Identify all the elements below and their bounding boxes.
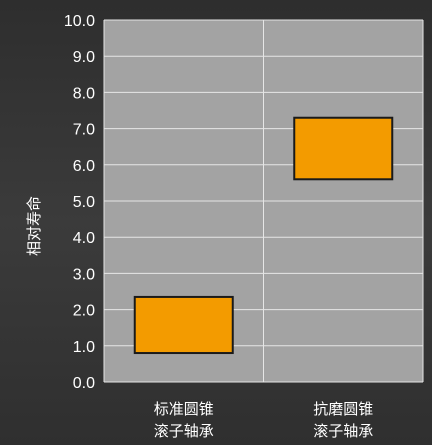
y-tick-label: 10.0	[64, 13, 95, 30]
x-category-label: 滚子轴承	[313, 422, 373, 440]
x-category-label: 标准圆锥	[154, 400, 214, 418]
range-bar	[293, 116, 394, 181]
y-axis-label: 相对寿命	[25, 196, 43, 256]
range-bar	[133, 295, 234, 355]
y-tick-label: 8.0	[73, 85, 95, 102]
y-tick-label: 6.0	[73, 158, 95, 175]
y-tick-label: 5.0	[73, 194, 95, 211]
y-tick-label: 9.0	[73, 49, 95, 66]
x-category-label: 抗磨圆锥	[313, 400, 373, 418]
y-tick-label: 2.0	[73, 303, 95, 320]
y-axis-ticks: 0.0 1.0 2.0 3.0 4.0 5.0 6.0 7.0 8.0 9.0 10.0	[64, 13, 95, 392]
x-category-label: 滚子轴承	[154, 422, 214, 440]
y-tick-label: 1.0	[73, 339, 95, 356]
y-tick-label: 4.0	[73, 230, 95, 247]
y-tick-label: 3.0	[73, 266, 95, 283]
y-tick-label: 0.0	[73, 375, 95, 392]
y-tick-label: 7.0	[73, 122, 95, 139]
bars	[133, 116, 394, 355]
